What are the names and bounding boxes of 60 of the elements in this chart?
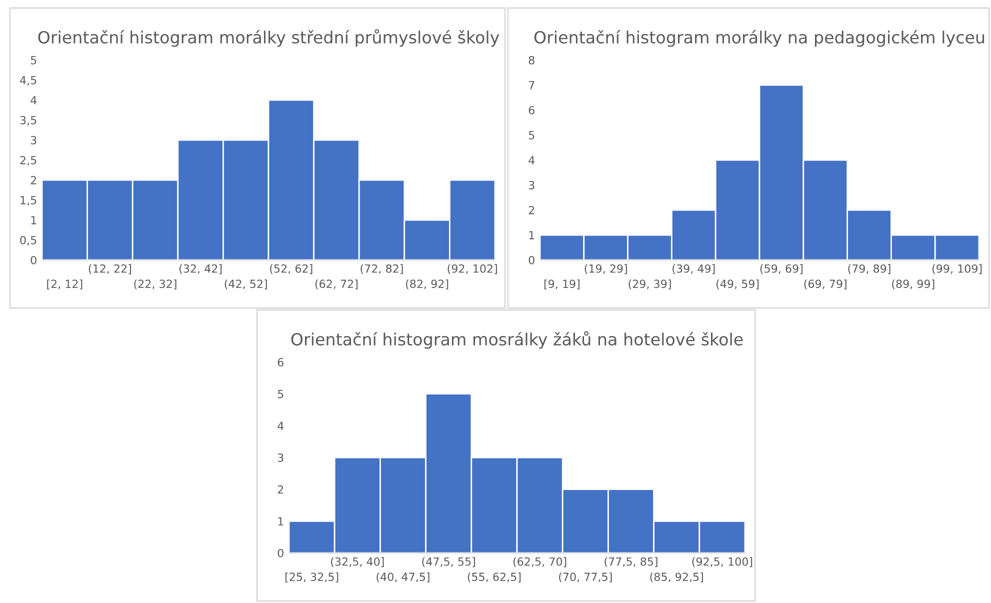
x-tick-label: (72, 82] — [360, 264, 403, 274]
y-tick-label: 0,5 — [20, 236, 36, 246]
x-tick-label: (52, 62] — [270, 264, 312, 274]
y-tick-label: 3 — [528, 180, 534, 190]
y-tick-label: 2 — [278, 485, 284, 494]
x-tick-label: (70, 77,5] — [559, 572, 612, 582]
x-tick-label: (32, 42] — [180, 264, 222, 274]
x-tick-label: (99, 109] — [932, 264, 982, 274]
y-tick-label: 5 — [30, 56, 36, 64]
x-tick-label: (42, 52] — [224, 279, 267, 290]
y-tick-label: 4 — [30, 96, 37, 104]
x-tick-label: (29, 39] — [628, 279, 671, 290]
x-tick-label: [25, 32,5] — [285, 572, 338, 582]
y-tick-label: 4 — [528, 156, 535, 164]
y-tick-label: 0 — [278, 548, 284, 558]
y-tick-label: 3 — [30, 136, 36, 144]
x-tick-label: (47,5, 55] — [422, 557, 475, 568]
y-tick-label: 0 — [30, 256, 36, 264]
x-tick-label: (39, 49] — [672, 264, 715, 274]
x-tick-label: [9, 19] — [544, 279, 580, 290]
x-tick-label: (62, 72] — [315, 279, 358, 290]
x-tick-label: (49, 59] — [716, 279, 759, 290]
x-tick-label: (12, 22] — [88, 264, 131, 274]
chart-title: Orientační histogram morálky na pedagogickém lyceu — [534, 30, 984, 47]
y-tick-label: 5 — [528, 131, 534, 140]
x-tick-label: (40, 47,5] — [376, 572, 430, 582]
y-tick-label: 8 — [528, 56, 534, 64]
x-tick-label: (79, 89] — [848, 264, 890, 274]
chart-title: Orientační histogram mosrálky žáků na hotelové škole — [291, 331, 743, 349]
y-tick-label: 5 — [278, 390, 284, 398]
x-tick-label: (92,5, 100] — [692, 557, 752, 568]
x-tick-label: (32,5, 40] — [331, 557, 384, 568]
x-tick-label: (69, 79] — [804, 279, 846, 290]
y-tick-label: 2 — [30, 176, 36, 184]
y-tick-label: 6 — [278, 358, 284, 366]
y-tick-label: 7 — [528, 81, 534, 90]
x-tick-label: (55, 62,5] — [468, 572, 521, 582]
x-tick-label: (19, 29] — [584, 264, 627, 274]
y-tick-label: 4 — [278, 422, 284, 430]
y-tick-label: 0 — [528, 256, 534, 264]
x-tick-label: (92, 102] — [448, 264, 497, 274]
x-tick-label: (22, 32] — [134, 279, 176, 290]
y-tick-label: 3 — [278, 453, 284, 462]
y-tick-label: 1 — [529, 231, 534, 240]
x-tick-label: (89, 99] — [892, 279, 934, 290]
x-tick-label: (77,5, 85] — [604, 557, 658, 568]
y-tick-label: 6 — [528, 106, 534, 114]
chart-title: Orientační histogram morálky střední průmyslové školy — [38, 29, 500, 47]
x-tick-label: (59, 69] — [760, 264, 802, 274]
x-tick-label: (82, 92] — [406, 279, 448, 290]
y-tick-label: 3,5 — [20, 116, 36, 126]
y-tick-label: 2 — [528, 206, 534, 214]
x-tick-label: (62,5, 70] — [513, 557, 566, 568]
y-tick-label: 1,5 — [20, 196, 36, 206]
x-tick-label: (85, 92,5] — [650, 572, 703, 582]
y-tick-label: 1 — [31, 216, 36, 224]
y-tick-label: 2,5 — [20, 156, 36, 166]
y-tick-label: 1 — [278, 517, 284, 526]
x-tick-label: [2, 12] — [47, 279, 82, 290]
y-tick-label: 4,5 — [20, 76, 36, 86]
